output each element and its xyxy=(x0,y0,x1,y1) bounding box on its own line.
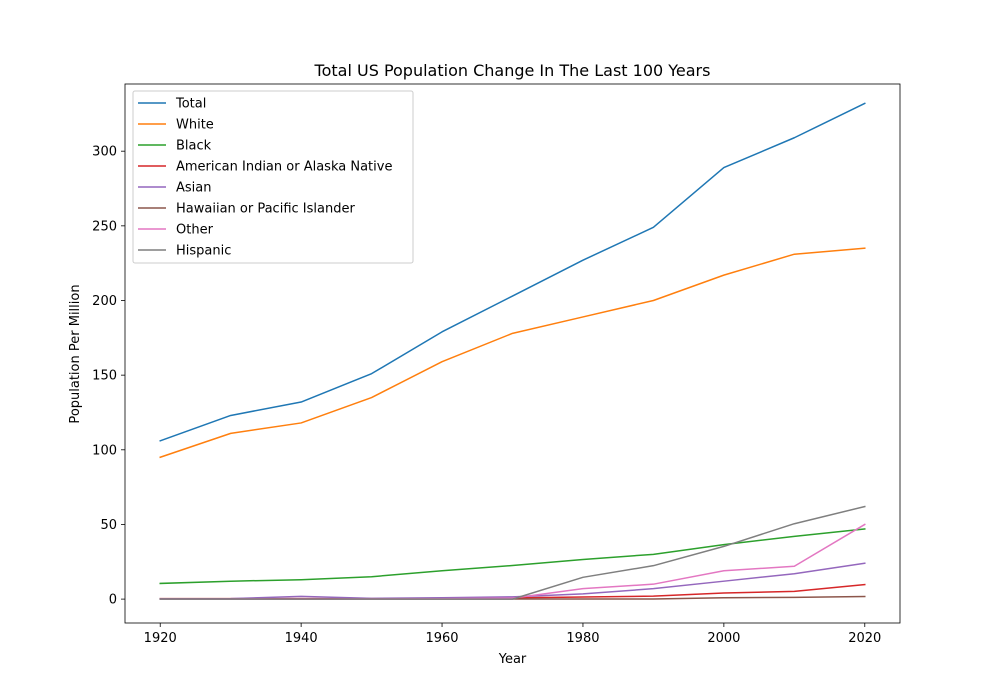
x-axis-label: Year xyxy=(498,652,527,667)
chart-title: Total US Population Change In The Last 1… xyxy=(314,61,711,80)
legend-label-6: Other xyxy=(176,223,214,238)
legend-label-2: Black xyxy=(176,139,212,154)
legend-label-4: Asian xyxy=(176,181,211,196)
x-tick-label-0: 1920 xyxy=(144,631,177,646)
x-tick-label-2: 1960 xyxy=(425,631,458,646)
y-tick-label-2: 100 xyxy=(92,443,117,458)
series-line-2 xyxy=(159,528,866,585)
y-tick-label-6: 300 xyxy=(92,145,117,160)
axes-layer xyxy=(124,83,901,624)
y-tick-label-5: 250 xyxy=(92,219,117,234)
y-tick-label-3: 150 xyxy=(92,369,117,384)
series-line-0 xyxy=(159,102,866,442)
plot-frame xyxy=(124,83,901,624)
series-layer xyxy=(159,102,866,600)
y-tick-label-1: 50 xyxy=(100,518,117,533)
series-line-4 xyxy=(159,562,866,600)
x-tick-label-3: 1980 xyxy=(566,631,599,646)
series-line-1 xyxy=(159,247,866,459)
legend-label-5: Hawaiian or Pacific Islander xyxy=(176,202,355,217)
x-tick-label-5: 2020 xyxy=(848,631,881,646)
y-axis-label: Population Per Million xyxy=(68,284,83,423)
x-tick-label-1: 1940 xyxy=(285,631,318,646)
legend: Total White Black American Indian or Alaska… xyxy=(132,90,414,264)
legend-label-7: Hispanic xyxy=(176,244,231,259)
legend-label-1: White xyxy=(176,118,214,133)
legend-label-0: Total xyxy=(175,97,206,112)
legend-label-3: American Indian or Alaska Native xyxy=(176,160,392,175)
x-tick-label-4: 2000 xyxy=(707,631,740,646)
y-tick-label-4: 200 xyxy=(92,294,117,309)
y-tick-label-0: 0 xyxy=(109,593,117,608)
ticks-layer: 1920 1940 1960 1980 2000 2020 0 50 100 150 200 250 3… xyxy=(92,145,881,646)
series-line-7 xyxy=(159,505,866,600)
legend-box xyxy=(132,90,414,264)
